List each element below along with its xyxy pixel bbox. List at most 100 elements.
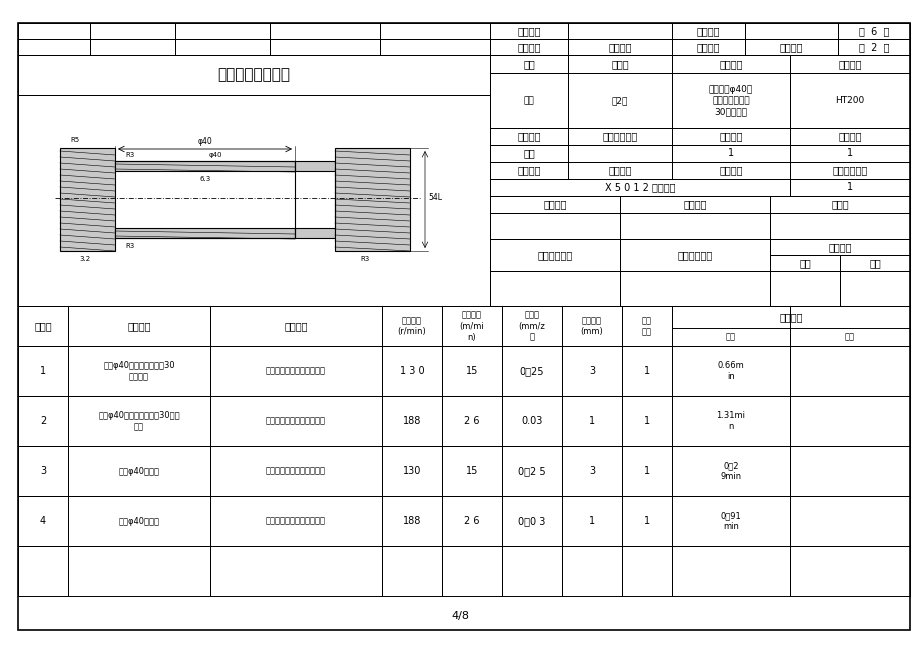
Bar: [502, 546, 562, 596]
Bar: [621, 346, 671, 396]
Bar: [502, 306, 562, 346]
Text: 第2步: 第2步: [611, 96, 628, 105]
Text: 工艺装备: 工艺装备: [284, 321, 308, 331]
Text: 1: 1: [588, 516, 595, 526]
Bar: [381, 346, 441, 396]
Text: 54L: 54L: [427, 193, 441, 202]
Text: 工位器具编号: 工位器具编号: [537, 250, 572, 260]
Text: 硬质合金立铣刀、专用量具: 硬质合金立铣刀、专用量具: [266, 367, 325, 376]
Bar: [381, 496, 441, 546]
Bar: [68, 496, 210, 546]
Bar: [490, 271, 619, 306]
Text: HT200: HT200: [834, 96, 864, 105]
Bar: [18, 446, 68, 496]
Text: 设备名称: 设备名称: [516, 165, 540, 176]
Bar: [18, 95, 490, 306]
Bar: [671, 23, 744, 39]
Bar: [90, 39, 175, 55]
Text: 硬质合金立铣刀、专用量具: 硬质合金立铣刀、专用量具: [266, 516, 325, 525]
Bar: [621, 446, 671, 496]
Text: 进给
次数: 进给 次数: [641, 316, 652, 336]
Bar: [441, 306, 502, 346]
Bar: [441, 346, 502, 396]
Bar: [789, 162, 909, 179]
Bar: [837, 23, 909, 39]
Text: 3.2: 3.2: [79, 256, 90, 262]
Bar: [381, 446, 441, 496]
Text: 3: 3: [588, 466, 595, 476]
Bar: [789, 128, 909, 145]
Bar: [671, 396, 789, 446]
Text: 0。0 3: 0。0 3: [517, 516, 545, 526]
Bar: [671, 446, 789, 496]
Bar: [68, 346, 210, 396]
Text: 0.03: 0.03: [521, 416, 542, 426]
Text: 机械加工工序卡片: 机械加工工序卡片: [217, 68, 290, 83]
Bar: [381, 306, 441, 346]
Text: 同时加工件数: 同时加工件数: [832, 165, 867, 176]
Text: 切削速度
(m/mi
n): 切削速度 (m/mi n): [460, 311, 483, 342]
Text: 1.31mi
n: 1.31mi n: [716, 411, 744, 431]
Bar: [769, 239, 909, 255]
Bar: [567, 55, 671, 73]
Text: 1: 1: [40, 366, 46, 376]
Bar: [502, 446, 562, 496]
Bar: [789, 73, 909, 128]
Text: 硬质合金立铣刀、专用量具: 硬质合金立铣刀、专用量具: [266, 467, 325, 475]
Text: 切削液: 切削液: [830, 199, 848, 210]
Text: 6.3: 6.3: [199, 176, 210, 182]
Text: 工序名称: 工序名称: [719, 59, 742, 69]
Bar: [269, 39, 380, 55]
Bar: [671, 145, 789, 162]
Text: 15: 15: [465, 366, 478, 376]
Text: 粗铣φ40上端面和宽度为30
的平台面: 粗铣φ40上端面和宽度为30 的平台面: [103, 361, 175, 381]
Polygon shape: [295, 161, 335, 171]
Text: 130: 130: [403, 466, 421, 476]
Bar: [18, 546, 68, 596]
Text: 设备编号: 设备编号: [719, 165, 742, 176]
Bar: [671, 73, 789, 128]
Text: 1: 1: [643, 416, 650, 426]
Text: 2 6: 2 6: [464, 516, 479, 526]
Text: 夹具编号: 夹具编号: [542, 199, 566, 210]
Bar: [210, 396, 381, 446]
Bar: [562, 446, 621, 496]
Text: 3: 3: [588, 366, 595, 376]
Text: 共  6  页: 共 6 页: [857, 26, 889, 36]
Bar: [567, 23, 671, 39]
Bar: [490, 162, 567, 179]
Bar: [490, 39, 567, 55]
Bar: [671, 55, 789, 73]
Bar: [502, 396, 562, 446]
Text: R3: R3: [125, 152, 134, 158]
Bar: [18, 39, 90, 55]
Bar: [18, 396, 68, 446]
Bar: [175, 39, 269, 55]
Bar: [671, 39, 744, 55]
Bar: [380, 39, 490, 55]
Text: 1: 1: [643, 516, 650, 526]
Text: 工步内容: 工步内容: [127, 321, 151, 331]
Text: 工位器具名称: 工位器具名称: [676, 250, 712, 260]
Bar: [671, 162, 789, 179]
Bar: [789, 145, 909, 162]
Bar: [18, 55, 490, 95]
Bar: [744, 23, 837, 39]
Bar: [567, 162, 671, 179]
Text: 每坯件数: 每坯件数: [719, 132, 742, 141]
Text: 精铣φ40下端面: 精铣φ40下端面: [119, 516, 159, 525]
Bar: [490, 55, 567, 73]
Text: 夹具名称: 夹具名称: [683, 199, 706, 210]
Text: 每台件数: 每台件数: [837, 132, 861, 141]
Text: 设备型号: 设备型号: [607, 165, 631, 176]
Bar: [671, 346, 789, 396]
Polygon shape: [115, 228, 295, 238]
Text: 工序号: 工序号: [610, 59, 628, 69]
Bar: [68, 546, 210, 596]
Bar: [90, 23, 175, 39]
Text: 0。2 5: 0。2 5: [517, 466, 545, 476]
Bar: [619, 239, 769, 271]
Bar: [671, 546, 789, 596]
Text: 主轴转速
(r/min): 主轴转速 (r/min): [397, 316, 425, 336]
Bar: [789, 546, 909, 596]
